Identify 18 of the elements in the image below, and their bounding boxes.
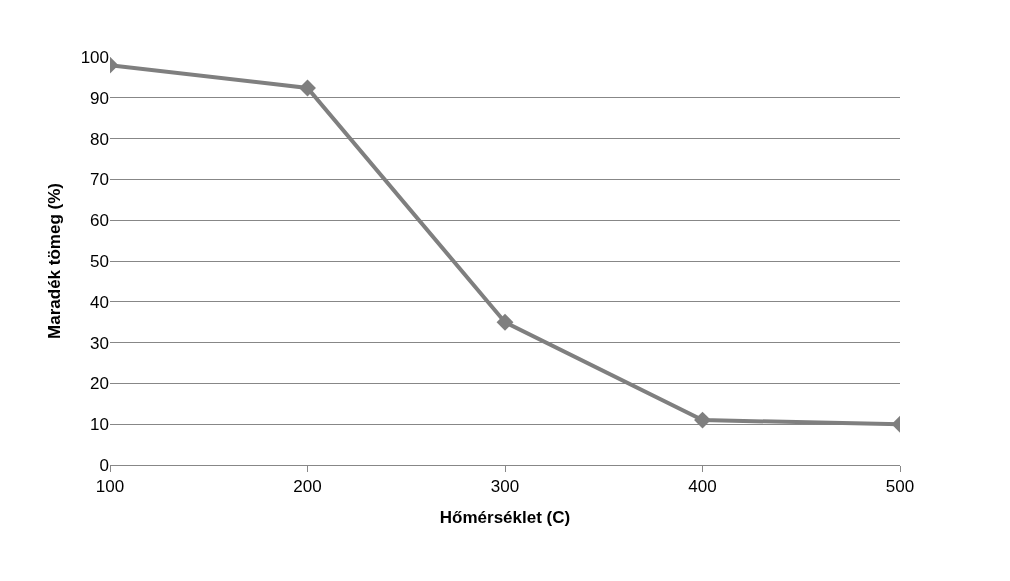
y-tick-label: 0 xyxy=(99,455,109,475)
y-tick-label: 50 xyxy=(90,251,109,271)
y-tick-label: 20 xyxy=(90,374,109,394)
y-tick-label: 40 xyxy=(90,292,109,312)
x-tick-label: 300 xyxy=(490,477,520,497)
x-tick-label: 500 xyxy=(885,477,915,497)
x-tick-label: 400 xyxy=(688,477,717,497)
y-tick-label: 60 xyxy=(90,211,109,231)
y-axis-title: Maradék tömeg (%) xyxy=(45,183,65,339)
y-tick-label: 30 xyxy=(90,333,109,353)
x-tick-label: 200 xyxy=(293,477,322,497)
x-axis-title: Hőmérséklet (C) xyxy=(439,507,571,527)
y-tick-label: 80 xyxy=(90,129,109,149)
point xyxy=(496,313,514,331)
y-tick-label: 100 xyxy=(80,47,109,67)
y-tick-label: 70 xyxy=(90,170,109,190)
y-tick-label: 90 xyxy=(90,88,109,108)
y-tick-label: 10 xyxy=(90,415,109,435)
